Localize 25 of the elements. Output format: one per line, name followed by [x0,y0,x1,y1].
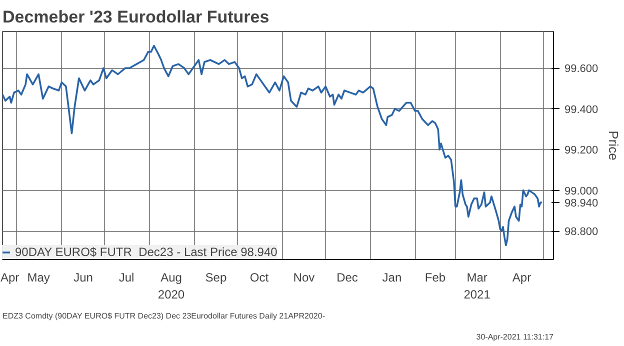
x-tick-label: Sep [205,270,227,284]
y-tick-label: 99.600 [564,63,598,76]
y-tick-label: 99.400 [564,104,598,116]
x-tick-label: Jun [74,270,93,284]
legend-label: 90DAY EURO$ FUTR Dec23 - Last Price 98.940 [15,245,278,259]
y-tick-label: 99.200 [564,144,598,157]
x-tick-label: Apr [512,270,532,284]
x-tick-label: Nov [293,270,315,284]
text: EDZ3 Comdty (90DAY EURO$ FUTR Dec23) Dec 23Eurodollar Futures Daily 21APR2020- [2,312,326,320]
chart-title: Decmeber '23 Eurodollar Futures [2,8,270,26]
y-tick-label: 98.800 [564,226,598,238]
y-tick-label: 98.940 [564,198,598,210]
x-tick-label: Apr [0,270,20,284]
x-tick-label: Jan [382,270,402,284]
x-tick-label: Mar 2021 [464,270,491,302]
x-tick-label: Dec [336,270,358,284]
x-tick-label: Aug 2020 [158,270,185,302]
y-axis-title: Price [606,130,622,160]
x-tick-label: Oct [250,270,270,284]
x-tick-label: May [27,270,50,284]
x-tick-label: Feb [424,270,446,284]
x-tick-label: Jul [118,270,134,284]
line-series [2,44,543,246]
y-tick-label: 99.000 [564,185,598,198]
text: 30-Apr-2021 11:31:17 [476,332,554,342]
